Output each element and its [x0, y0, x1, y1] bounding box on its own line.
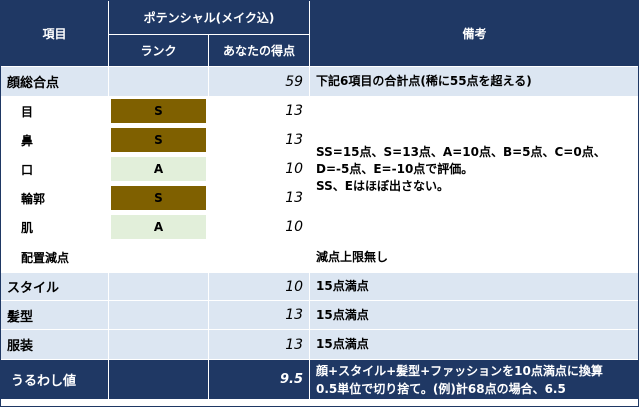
score-face-total: 59: [207, 66, 311, 97]
note-style: 15点満点: [309, 272, 640, 301]
rank-note-line2: D=-5点、E=-10点で評価。: [316, 161, 474, 176]
rank-badge-eyes: S: [111, 99, 206, 123]
row-label-style: スタイル: [0, 272, 109, 301]
row-label-nose: 鼻: [0, 125, 109, 155]
rank-cell-placement-deduction: [108, 241, 209, 273]
header-score: あなたの得点: [207, 34, 311, 67]
row-label-hairstyle: 髪型: [0, 300, 109, 330]
row-label-clothing: 服装: [0, 329, 109, 360]
row-label-contour: 輪郭: [0, 183, 109, 213]
rank-cell-skin: A: [108, 212, 209, 242]
score-placement-deduction: [207, 241, 311, 273]
score-uruwashi: 9.5: [207, 359, 311, 400]
note-placement-deduction: 減点上限無し: [309, 241, 640, 273]
score-mouth: 10: [207, 154, 311, 184]
score-eyes: 13: [207, 96, 311, 126]
row-label-placement-deduction: 配置減点: [0, 241, 109, 273]
row-label-skin: 肌: [0, 212, 109, 242]
merged-rank-note: SS=15点、S=13点、A=10点、B=5点、C=0点、 D=-5点、E=-1…: [309, 96, 640, 242]
note-hairstyle: 15点満点: [309, 300, 640, 330]
rank-cell-style: [108, 272, 209, 301]
rank-badge-nose: S: [111, 128, 206, 152]
rank-cell-eyes: S: [108, 96, 209, 126]
rank-cell-uruwashi: [108, 359, 209, 400]
note-uruwashi: 顔+スタイル+髪型+ファッションを10点満点に換算 0.5単位で切り捨て。(例)…: [309, 359, 640, 400]
row-label-face-total: 顔総合点: [0, 66, 109, 97]
header-item: 項目: [0, 0, 109, 67]
score-hairstyle: 13: [207, 300, 311, 330]
score-nose: 13: [207, 125, 311, 155]
row-label-eyes: 目: [0, 96, 109, 126]
rank-cell-clothing: [108, 329, 209, 360]
rank-cell-hairstyle: [108, 300, 209, 330]
rank-cell-nose: S: [108, 125, 209, 155]
rank-cell-mouth: A: [108, 154, 209, 184]
note-clothing: 15点満点: [309, 329, 640, 360]
rank-cell-face-total: [108, 66, 209, 97]
rank-cell-contour: S: [108, 183, 209, 213]
score-style: 10: [207, 272, 311, 301]
note-face-total: 下記6項目の合計点(稀に55点を超える): [309, 66, 640, 97]
header-notes: 備考: [309, 0, 640, 67]
score-contour: 13: [207, 183, 311, 213]
header-rank: ランク: [108, 34, 209, 67]
score-skin: 10: [207, 212, 311, 242]
rank-badge-contour: S: [111, 186, 206, 210]
score-clothing: 13: [207, 329, 311, 360]
rank-badge-mouth: A: [111, 157, 206, 181]
row-label-uruwashi: うるわし値: [0, 359, 109, 400]
rank-note-line3: SS、Eはほぼ出さない。: [316, 178, 449, 193]
rank-badge-skin: A: [111, 215, 206, 239]
row-label-mouth: 口: [0, 154, 109, 184]
uruwashi-note-line1: 顔+スタイル+髪型+ファッションを10点満点に換算: [316, 363, 603, 378]
uruwashi-note-line2: 0.5単位で切り捨て。(例)計68点の場合、6.5: [316, 381, 566, 396]
header-potential: ポテンシャル(メイク込): [107, 0, 311, 35]
rank-note-line1: SS=15点、S=13点、A=10点、B=5点、C=0点、: [316, 144, 606, 159]
